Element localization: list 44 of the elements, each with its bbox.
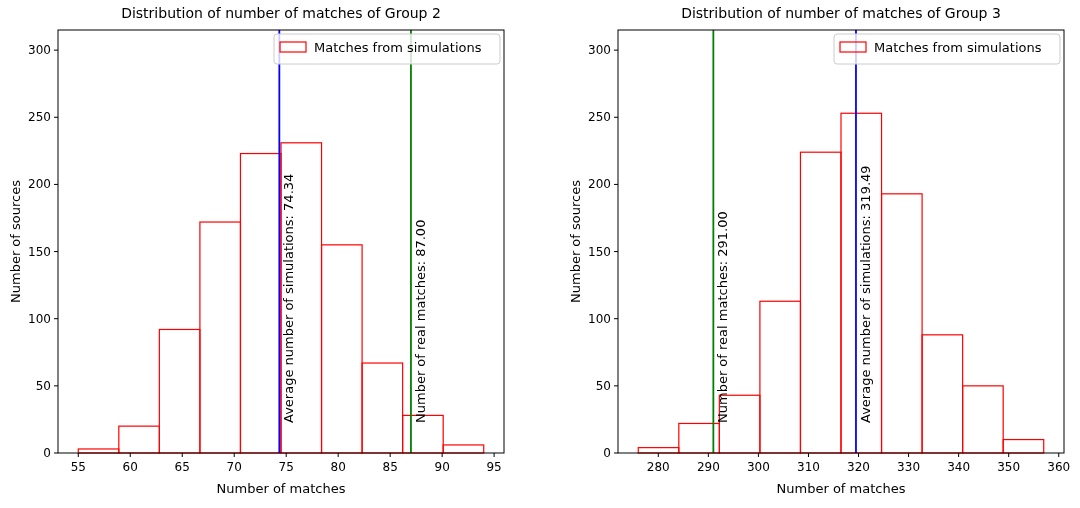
y-axis-title: Number of sources xyxy=(8,179,23,303)
x-tick-label: 360 xyxy=(1047,460,1071,474)
chart-title: Distribution of number of matches of Group 3 xyxy=(681,5,1001,21)
x-axis-title: Number of matches xyxy=(776,481,906,496)
chart-title: Distribution of number of matches of Group 2 xyxy=(121,5,441,21)
y-tick-label: 150 xyxy=(588,244,611,259)
x-tick-label: 85 xyxy=(382,460,398,474)
x-tick-label: 75 xyxy=(278,460,294,474)
x-tick-label: 65 xyxy=(174,460,190,474)
y-axis-title: Number of sources xyxy=(568,179,583,303)
x-tick-label: 55 xyxy=(70,460,86,474)
ref-line-label: Average number of simulations: 74.34 xyxy=(281,173,297,423)
x-tick-label: 60 xyxy=(122,460,138,474)
y-tick-label: 150 xyxy=(28,244,51,259)
x-tick-label: 290 xyxy=(696,460,720,474)
y-tick-label: 200 xyxy=(28,177,51,192)
y-tick-label: 0 xyxy=(603,446,611,460)
x-tick-label: 350 xyxy=(997,460,1021,474)
y-tick-label: 200 xyxy=(588,177,611,192)
x-axis-title: Number of matches xyxy=(216,481,346,496)
ref-line-label: Number of real matches: 291.00 xyxy=(715,211,731,423)
ref-line-label: Average number of simulations: 319.49 xyxy=(857,165,873,423)
x-tick-label: 90 xyxy=(434,460,450,474)
x-tick-label: 340 xyxy=(947,460,971,474)
y-tick-label: 250 xyxy=(28,110,51,125)
x-tick-label: 330 xyxy=(897,460,921,474)
x-tick-label: 70 xyxy=(226,460,242,474)
ref-line-label: Number of real matches: 87.00 xyxy=(412,219,428,423)
x-tick-label: 320 xyxy=(847,460,870,474)
y-tick-label: 50 xyxy=(35,378,51,393)
legend-label: Matches from simulations xyxy=(874,40,1042,55)
y-tick-label: 50 xyxy=(595,378,611,393)
x-tick-label: 280 xyxy=(646,460,670,474)
y-tick-label: 0 xyxy=(43,446,51,460)
x-tick-label: 95 xyxy=(486,460,502,474)
y-tick-label: 100 xyxy=(588,311,611,326)
y-tick-label: 300 xyxy=(588,43,611,58)
x-tick-label: 80 xyxy=(330,460,346,474)
x-tick-label: 300 xyxy=(746,460,770,474)
y-tick-label: 100 xyxy=(28,311,51,326)
y-tick-label: 300 xyxy=(28,43,51,58)
legend-label: Matches from simulations xyxy=(314,40,482,55)
x-tick-label: 310 xyxy=(797,460,820,474)
y-tick-label: 250 xyxy=(588,110,611,125)
